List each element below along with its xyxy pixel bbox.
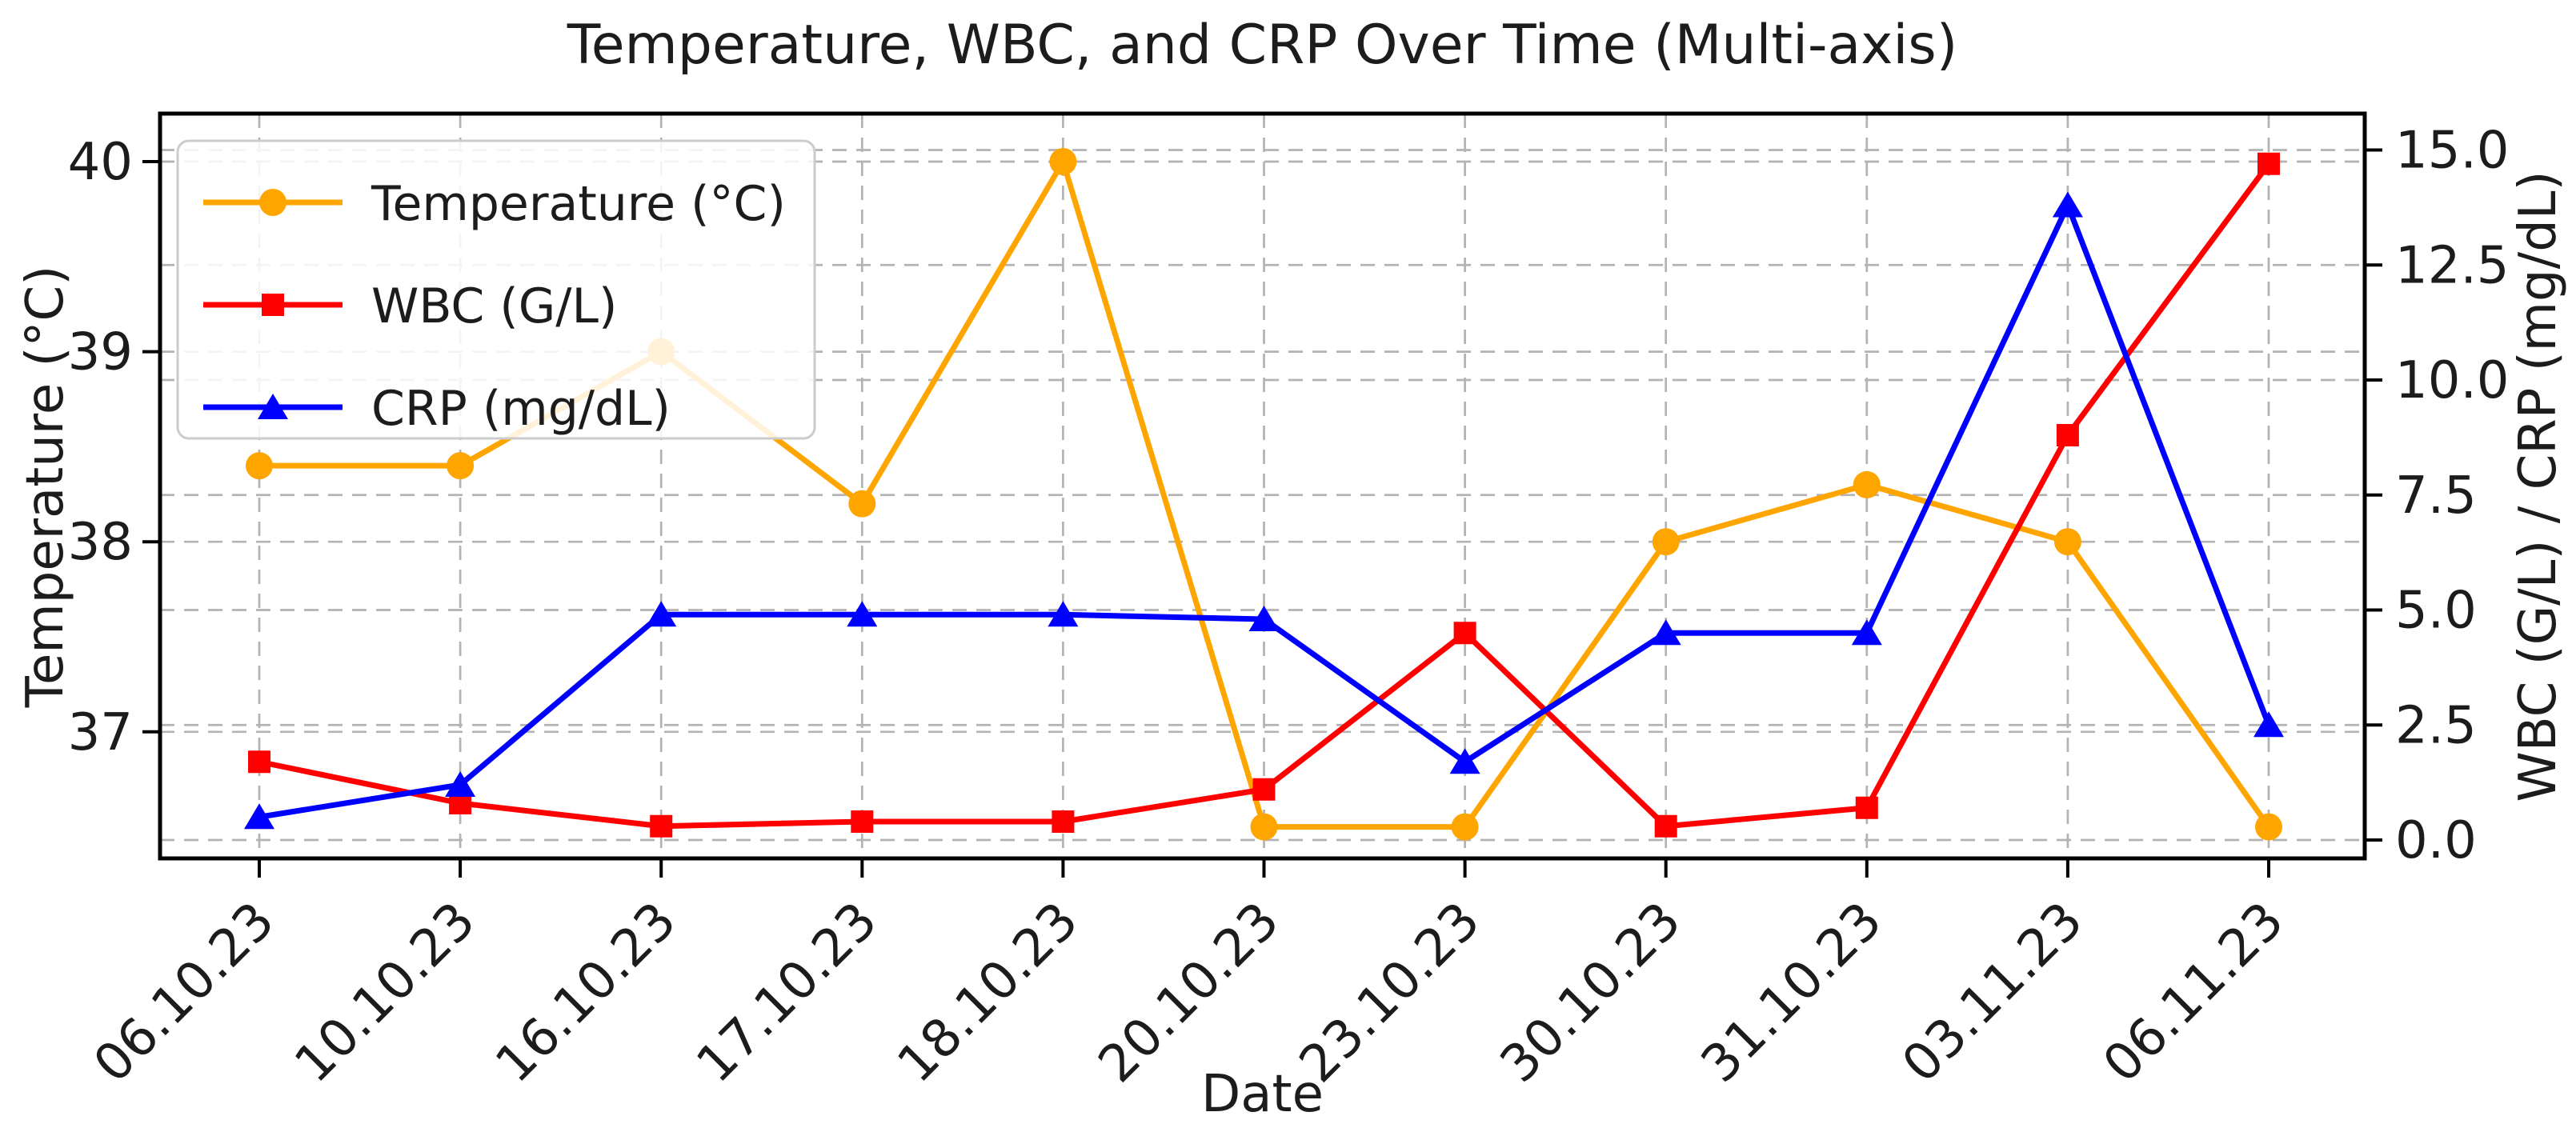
- legend: Temperature (°C) WBC (G/L) CRP (mg/dL): [176, 139, 816, 440]
- series-marker: [1248, 606, 1280, 631]
- series-marker: [447, 452, 475, 480]
- series-marker: [1654, 814, 1677, 838]
- legend-item: WBC (G/L): [203, 278, 617, 334]
- y-tick-label-right: 7.5: [2395, 466, 2477, 526]
- series-marker: [1453, 622, 1476, 645]
- y-tick-label-right: 10.0: [2395, 351, 2510, 410]
- y-tick-label-right: 0.0: [2395, 811, 2477, 870]
- legend-label: WBC (G/L): [371, 278, 617, 334]
- series-marker: [1052, 810, 1075, 833]
- series-marker: [1049, 148, 1077, 175]
- legend-sample-marker: [258, 394, 288, 419]
- series-marker: [248, 750, 270, 774]
- series-marker: [2056, 424, 2079, 446]
- series-marker: [2255, 813, 2282, 841]
- x-axis-label: Date: [1201, 1065, 1324, 1124]
- series-marker: [2258, 152, 2280, 175]
- y-tick-label-right: 2.5: [2395, 696, 2477, 755]
- series-marker: [1451, 813, 1479, 841]
- series-marker: [851, 810, 874, 833]
- series-marker: [2253, 711, 2284, 738]
- series-marker: [1650, 619, 1681, 646]
- y-axis-label-right: WBC (G/L) / CRP (mg/dL): [2509, 170, 2568, 802]
- series-marker: [1855, 796, 1878, 819]
- y-tick-label-right: 5.0: [2395, 582, 2477, 641]
- legend-label: CRP (mg/dL): [371, 381, 671, 437]
- y-tick-label-left: 38: [68, 513, 133, 572]
- series-marker: [1252, 778, 1276, 801]
- legend-item: CRP (mg/dL): [203, 381, 671, 437]
- y-tick-label-left: 39: [68, 323, 133, 382]
- series-marker: [1449, 748, 1480, 774]
- series-marker: [2052, 191, 2083, 218]
- y-tick-label-right: 12.5: [2395, 236, 2510, 295]
- series-marker: [1652, 528, 1680, 556]
- series-marker: [244, 803, 274, 830]
- series-marker: [246, 452, 273, 480]
- y-axis-label-left: Temperature (°C): [16, 265, 75, 708]
- chart-title: Temperature, WBC, and CRP Over Time (Mul…: [567, 14, 1958, 77]
- series-marker: [1250, 813, 1278, 841]
- legend-box: [176, 139, 816, 440]
- y-tick-label-right: 15.0: [2395, 122, 2510, 181]
- legend-item: Temperature (°C): [203, 176, 786, 232]
- series-marker: [1853, 470, 1881, 498]
- legend-sample-marker: [262, 294, 284, 316]
- series-marker: [646, 601, 677, 627]
- series-marker: [1851, 619, 1882, 646]
- series-triangle: [244, 191, 2284, 830]
- y-tick-label-left: 37: [68, 703, 133, 762]
- legend-sample-marker: [259, 189, 286, 216]
- series-marker: [1048, 601, 1079, 627]
- series-marker: [847, 601, 878, 627]
- series-marker: [848, 490, 876, 518]
- axes-spines: [158, 111, 2367, 861]
- y-tick-label-left: 40: [68, 133, 133, 192]
- legend-label: Temperature (°C): [371, 176, 786, 232]
- series-marker: [2053, 528, 2081, 556]
- series-marker: [650, 814, 673, 838]
- series-marker: [445, 771, 476, 797]
